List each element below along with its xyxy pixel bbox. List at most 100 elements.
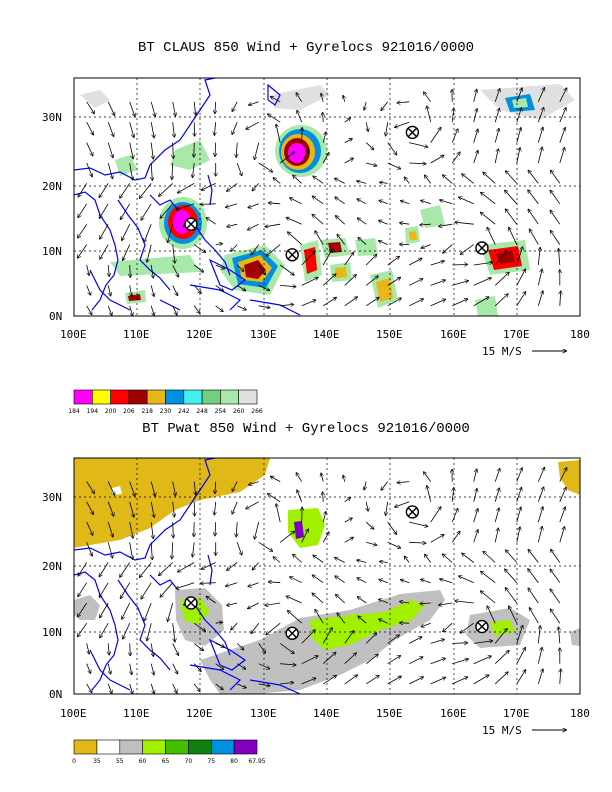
wind-arrow xyxy=(459,197,474,205)
wind-arrow xyxy=(528,588,539,604)
wind-arrow xyxy=(322,512,326,523)
wind-arrow xyxy=(236,663,245,669)
wind-vectors-panel1 xyxy=(78,88,567,316)
wind-arrow xyxy=(129,522,133,538)
wind-arrow xyxy=(215,101,216,114)
wind-arrow xyxy=(108,264,109,276)
wind-arrow xyxy=(364,101,366,110)
wind-arrow xyxy=(365,276,378,286)
wind-arrow xyxy=(215,142,216,157)
wind-arrow xyxy=(343,476,345,482)
wind-arrow xyxy=(129,542,133,559)
wind-arrow xyxy=(173,122,175,137)
wind-arrow xyxy=(483,172,496,184)
wind-arrow xyxy=(258,643,266,652)
wind-arrow xyxy=(481,212,496,225)
wind-arrow xyxy=(357,199,367,205)
wind-arrow xyxy=(215,683,223,690)
wind-arrow xyxy=(172,101,176,116)
gyre-marker xyxy=(475,241,489,255)
wind-arrow xyxy=(439,223,453,226)
wind-arrow xyxy=(559,527,565,543)
wind-arrow xyxy=(123,623,131,639)
gyre-marker xyxy=(285,626,299,641)
wind-arrow xyxy=(301,656,318,665)
wind-arrow xyxy=(120,562,131,578)
wind-arrow xyxy=(537,88,544,102)
wind-arrow xyxy=(516,247,523,266)
wind-arrow xyxy=(271,477,281,482)
wind-arrow xyxy=(537,487,543,502)
lat-label: 0N xyxy=(49,310,62,323)
wind-arrow xyxy=(215,643,225,647)
wind-arrow xyxy=(236,542,242,554)
wind-arrow xyxy=(387,676,401,685)
wind-arrow xyxy=(276,125,281,143)
wind-arrow xyxy=(559,627,560,644)
wind-arrow xyxy=(168,602,174,621)
wind-arrow xyxy=(290,198,302,205)
cloud-shading-panel1 xyxy=(80,84,575,316)
wind-arrow xyxy=(425,175,432,184)
wind-arrow xyxy=(440,579,453,584)
wind-arrow xyxy=(107,663,110,674)
wind-arrow xyxy=(276,504,281,523)
lon-label: 160E xyxy=(440,707,467,720)
wind-arrow xyxy=(227,183,238,191)
wind-arrow xyxy=(78,582,88,597)
wind-arrow xyxy=(344,275,356,286)
wind-arrow xyxy=(268,114,281,123)
wind-arrow xyxy=(312,215,324,225)
wind-vectors-panel2 xyxy=(78,468,567,694)
wind-arrow xyxy=(559,128,565,143)
wind-arrow xyxy=(516,108,522,123)
wind-arrow xyxy=(258,541,273,551)
lon-label: 100E xyxy=(60,328,87,341)
wind-arrow xyxy=(462,174,474,184)
wind-arrow xyxy=(249,101,259,105)
wind-arrow xyxy=(430,280,445,286)
wind-arrow xyxy=(344,631,354,644)
wind-arrow xyxy=(86,101,95,114)
wind-arrow xyxy=(452,677,467,685)
wind-arrow xyxy=(494,89,500,102)
wind-arrow xyxy=(78,223,88,238)
wind-arrow xyxy=(248,602,259,609)
wind-arrow xyxy=(430,678,446,685)
wind-arrow xyxy=(258,663,270,669)
wind-arrow xyxy=(537,147,542,164)
wind-arrow xyxy=(451,152,460,164)
wind-arrow xyxy=(108,643,109,654)
wind-arrow xyxy=(159,183,173,196)
wind-arrow xyxy=(255,142,260,160)
wind-arrow xyxy=(140,562,152,578)
wind-arrow xyxy=(421,201,431,205)
wind-arrow xyxy=(397,482,410,483)
wind-arrow xyxy=(107,101,114,115)
wind-arrow xyxy=(427,486,432,502)
wind-arrow xyxy=(516,269,526,286)
wind-arrow xyxy=(78,203,88,218)
wind-arrow xyxy=(387,298,401,307)
wind-arrow xyxy=(451,129,458,143)
wind-arrow xyxy=(509,606,518,624)
wind-arrow xyxy=(405,177,410,184)
lon-label: 140E xyxy=(313,707,340,720)
wind-arrow xyxy=(269,203,281,204)
colorbar-swatch xyxy=(220,389,239,405)
wind-arrow xyxy=(400,223,410,224)
wind-arrow xyxy=(107,481,114,495)
wind-arrow xyxy=(150,501,154,517)
wind-arrow xyxy=(409,637,421,644)
wind-arrow xyxy=(144,602,152,621)
wind-arrow xyxy=(452,643,467,644)
wind-arrow xyxy=(365,654,378,665)
colorbar-label: 67.95 xyxy=(248,758,265,765)
wind-arrow xyxy=(172,683,177,693)
wind-arrow xyxy=(160,582,174,597)
wind-arrow xyxy=(516,88,522,102)
wind-arrow xyxy=(430,507,441,523)
wind-arrow xyxy=(424,92,432,103)
wind-arrow xyxy=(420,603,431,604)
wind-arrow xyxy=(147,244,152,262)
